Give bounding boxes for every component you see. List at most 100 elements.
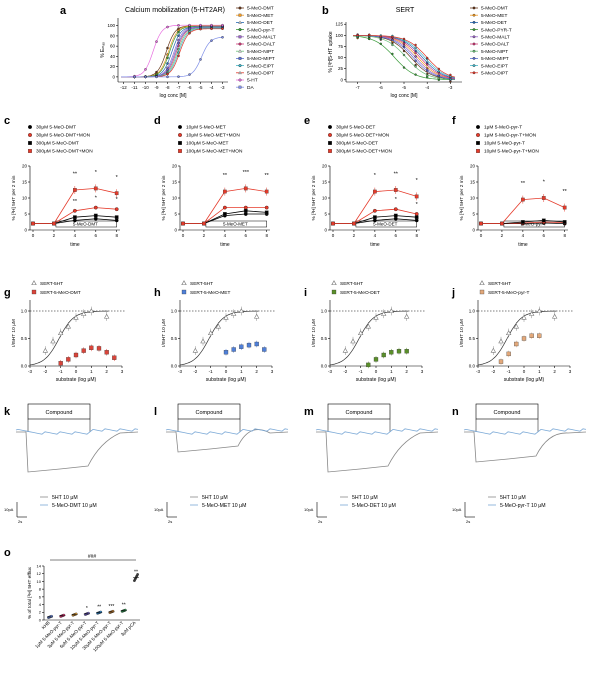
panel-e-treatment-label: 5-MeO-DET — [373, 222, 398, 227]
panel-b-point — [402, 37, 406, 41]
panel-d-x-label: time — [220, 242, 230, 248]
panel-h-point-5ht — [215, 323, 222, 329]
panel-b-x-tick-label: -5 — [402, 85, 406, 90]
panel-i-y-label: I/I5HT 10 μM — [311, 319, 317, 347]
panel-j-x-tick-label: 3 — [569, 369, 572, 374]
panel-d-treatment-label: 5-MeO-MET — [223, 222, 248, 227]
panel-i-point-compound — [366, 362, 371, 368]
panel-b-point — [402, 53, 406, 57]
panel-e-legend-marker — [328, 149, 332, 153]
panel-e-legend-marker — [328, 125, 332, 129]
panel-i-x-tick-label: 2 — [405, 369, 408, 374]
panel-b-y-tick-label: 25 — [338, 66, 344, 71]
panel-h-y-label: I/I5HT 10 μM — [161, 319, 167, 347]
panel-letter-i: i — [304, 287, 307, 299]
panel-a-point — [166, 46, 169, 50]
panel-k-compound-box — [27, 403, 91, 420]
panel-e-sig-star: * — [374, 173, 377, 179]
panel-f-legend-marker — [476, 141, 480, 145]
panel-c-x-tick-label: 4 — [74, 233, 77, 238]
panel-b-point — [426, 61, 429, 64]
panel-i-point-5ht — [373, 314, 379, 320]
panel-d-point — [243, 205, 248, 210]
panel-e-treatment-bar — [355, 220, 417, 228]
panel-d-legend-marker — [178, 141, 182, 145]
panel-f-legend-marker — [476, 149, 480, 153]
panel-g-point-5ht — [73, 314, 79, 320]
panel-d-y-label: % [³H] 5HT per 2 min — [161, 175, 167, 220]
panel-a-point — [188, 73, 191, 76]
panel-a-legend-label: 5-MeO-EIPT — [247, 63, 274, 69]
panel-a-y-tick-label: 100 — [107, 23, 115, 28]
panel-b-y-tick-label: 100 — [335, 33, 343, 38]
panel-h-x-label: substrate (log μM) — [206, 377, 247, 383]
panel-e-sig-star: ** — [394, 172, 399, 178]
panel-i-point-compound — [396, 348, 402, 354]
panel-i-point-5ht — [403, 313, 410, 319]
panel-j-x-label: substrate (log μM) — [504, 377, 545, 383]
panel-h-point-5ht — [223, 314, 229, 320]
panel-b-point — [437, 74, 440, 77]
panel-letter-m: m — [304, 406, 314, 418]
panel-a-point — [177, 24, 180, 27]
panel-d-x-tick-label: 4 — [224, 233, 227, 238]
panel-e-point — [393, 213, 398, 218]
panel-d-legend-label: 100μM 5-MeO-MET+MON — [186, 149, 243, 155]
panel-a-y-tick-label: 0 — [112, 74, 115, 79]
panel-b-x-label: log conc [M] — [391, 93, 419, 99]
panel-n-scale-x-label: 2s — [466, 519, 470, 524]
panel-a-legend-label: 5-HT — [247, 78, 258, 84]
panel-b-legend-marker — [472, 42, 476, 46]
panel-f-point — [562, 205, 567, 210]
panel-b-point — [414, 55, 417, 58]
panel-letter-e: e — [304, 115, 310, 127]
panel-e-y-tick-label: 10 — [322, 196, 328, 201]
panel-c-sig-star: * — [95, 170, 98, 176]
panel-i-y-tick-label: 0.0 — [321, 364, 328, 369]
panel-h-point-compound — [246, 342, 252, 348]
panel-b-legend-marker — [472, 64, 476, 67]
panel-b-point — [426, 69, 429, 73]
panel-f-y-tick-label: 10 — [470, 196, 476, 201]
panel-h-point-compound — [262, 347, 267, 352]
panel-f-point — [541, 218, 546, 223]
panel-i-point-compound — [373, 357, 379, 362]
panel-c-point — [114, 191, 119, 196]
panel-d-y-tick-label: 0 — [174, 228, 177, 233]
panel-o-sig-star: ** — [97, 605, 101, 611]
panel-h-point-compound — [231, 347, 236, 352]
panel-c-point — [73, 218, 77, 223]
panel-a-point — [166, 25, 169, 29]
panel-f-legend-label: 1μM 5-MeO-pyr-T — [484, 125, 522, 131]
panel-h-x-tick-label: -3 — [178, 369, 182, 374]
panel-g-legend-label: SERT-5HT — [40, 281, 63, 287]
panel-a-x-tick-label: -5 — [198, 85, 202, 90]
panel-f-x-tick-label: 2 — [501, 233, 504, 238]
panel-b-point — [414, 59, 417, 62]
panel-a-legend-label: 5-MeO-MIPT — [247, 56, 275, 62]
panel-j-y-tick-label: 1.0 — [469, 309, 476, 314]
panel-n-scale-y-label: 10pA — [452, 507, 462, 512]
panel-j-x-tick-label: -2 — [491, 369, 495, 374]
panel-l-trace-compound — [165, 428, 289, 435]
panel-d-legend-marker — [178, 125, 182, 129]
panel-c-point — [114, 207, 119, 212]
panel-j-point-compound — [514, 341, 519, 347]
panel-b-point — [379, 35, 382, 38]
panel-j-point-compound — [537, 333, 542, 338]
panel-b-legend-label: 5-MeO-MIPT — [481, 56, 509, 62]
panel-b-x-tick-label: -7 — [356, 85, 360, 90]
panel-a-legend-label: 5-MeO-DET — [247, 20, 273, 26]
panel-i-y-tick-label: 1.0 — [321, 309, 328, 314]
panel-b-point — [402, 66, 406, 69]
panel-a-y-tick-label: 80 — [110, 33, 116, 38]
panel-e-point — [372, 218, 377, 223]
panel-i-x-tick-label: -1 — [359, 369, 363, 374]
panel-o-y-tick-label: 8 — [39, 587, 42, 592]
panel-k-compound-label: Compound — [46, 410, 73, 416]
panel-a-legend-marker — [238, 49, 242, 53]
panel-c-x-label: time — [70, 242, 80, 248]
panel-d-sig-star: ** — [265, 173, 270, 179]
panel-f-point — [521, 197, 525, 202]
panel-b-point — [368, 33, 371, 36]
